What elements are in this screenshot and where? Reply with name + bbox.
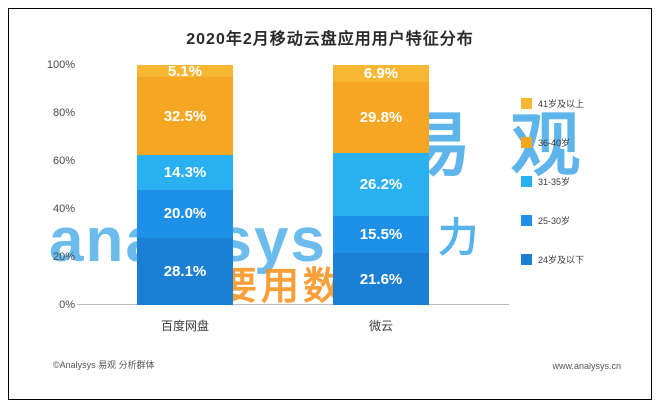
chart-title: 2020年2月移动云盘应用用户特征分布 bbox=[186, 31, 474, 48]
bar-segment: 21.6% bbox=[333, 253, 429, 305]
site-note: www.analysys.cn bbox=[552, 361, 621, 371]
bar-segment: 20.0% bbox=[137, 189, 233, 238]
legend-swatch bbox=[521, 98, 532, 109]
bar-segment: 5.1% bbox=[137, 63, 233, 80]
legend-item[interactable]: 41岁及以上 bbox=[521, 97, 641, 110]
y-tick-label: 80% bbox=[52, 107, 75, 119]
legend-item[interactable]: 24岁及以下 bbox=[521, 253, 641, 266]
x-axis-line bbox=[77, 304, 509, 305]
x-tick-label: 百度网盘 bbox=[160, 319, 209, 333]
bar-segment: 28.1% bbox=[137, 237, 233, 305]
y-tick-label: 40% bbox=[52, 203, 75, 215]
bar-segment: 14.3% bbox=[137, 155, 233, 190]
bar-segment: 26.2% bbox=[333, 153, 429, 216]
plot-area: 0% 20% 40% 60% 80% 100% 5.1% 32.5% 14.3% 20.0% 28… bbox=[47, 59, 509, 333]
y-tick-label: 100% bbox=[46, 59, 75, 71]
legend-swatch bbox=[521, 176, 532, 187]
stacked-bar: 5.1% 32.5% 14.3% 20.0% 28.1% 百度网盘 bbox=[137, 63, 233, 333]
legend-label: 25-30岁 bbox=[538, 216, 571, 226]
x-tick-label: 微云 bbox=[368, 319, 393, 333]
legend-label: 36-40岁 bbox=[538, 138, 571, 148]
bar-segment: 29.8% bbox=[333, 81, 429, 154]
legend-swatch bbox=[521, 137, 532, 148]
legend-item[interactable]: 25-30岁 bbox=[521, 214, 641, 227]
y-tick-label: 20% bbox=[52, 251, 75, 263]
legend-item[interactable]: 36-40岁 bbox=[521, 136, 641, 149]
legend-label: 41岁及以上 bbox=[538, 99, 585, 109]
bar-segment: 32.5% bbox=[137, 77, 233, 156]
legend-item[interactable]: 31-35岁 bbox=[521, 175, 641, 188]
legend-label: 24岁及以下 bbox=[538, 255, 585, 265]
bar-segment: 6.9% bbox=[333, 65, 429, 82]
bar-segment: 15.5% bbox=[333, 215, 429, 254]
y-tick-label: 60% bbox=[52, 155, 75, 167]
legend-swatch bbox=[521, 254, 532, 265]
y-tick-label: 0% bbox=[59, 299, 75, 311]
chart-legend: 41岁及以上 36-40岁 31-35岁 25-30岁 24岁及以下 bbox=[521, 97, 641, 292]
source-note: ©Analysys 易观 分析群体 bbox=[53, 360, 155, 370]
legend-label: 31-35岁 bbox=[538, 177, 571, 187]
chart-card: 2020年2月移动云盘应用用户特征分布 analysys 易 观 要用数据 据 … bbox=[8, 8, 652, 400]
stacked-bar: 6.9% 29.8% 26.2% 15.5% 21.6% 微云 bbox=[333, 65, 429, 333]
legend-swatch bbox=[521, 215, 532, 226]
